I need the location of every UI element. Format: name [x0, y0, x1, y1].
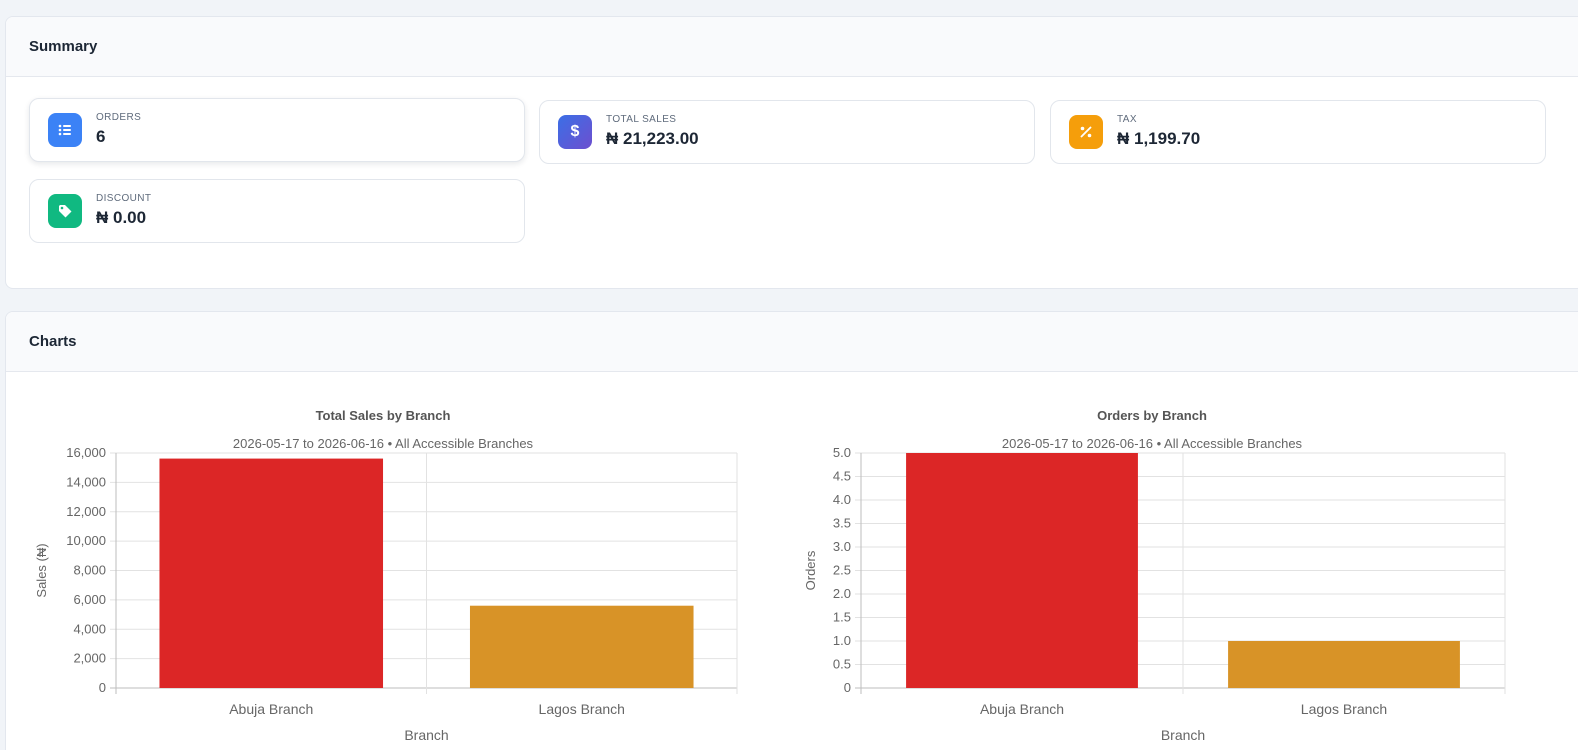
sales-chart-title: Total Sales by Branch [316, 408, 451, 423]
discount-label: DISCOUNT [96, 193, 152, 204]
orders-y-axis-title: Orders [803, 550, 818, 590]
sales-bar-abuja [159, 458, 384, 688]
sales-y-tick-label: 10,000 [66, 533, 106, 548]
sales-y-tick-label: 6,000 [73, 592, 106, 607]
tag-icon [48, 194, 82, 228]
orders-bar-abuja [906, 453, 1138, 688]
orders-value: 6 [96, 127, 106, 146]
discount-stat-card: DISCOUNT ₦ 0.00 [29, 179, 525, 243]
orders-x-axis-title: Branch [1161, 727, 1205, 743]
summary-title: Summary [6, 17, 1578, 77]
orders-bar-lagos [1228, 641, 1460, 688]
orders-x-tick-label: Abuja Branch [980, 701, 1064, 717]
orders-y-tick-label: 0.5 [833, 657, 851, 672]
sales-y-tick-label: 2,000 [73, 651, 106, 666]
sales-y-tick-label: 14,000 [66, 474, 106, 489]
total-sales-stat-card: $ TOTAL SALES ₦ 21,223.00 [539, 100, 1035, 164]
sales-y-tick-label: 16,000 [66, 445, 106, 460]
charts-title: Charts [6, 312, 1578, 372]
orders-y-tick-label: 2.0 [833, 586, 851, 601]
list-icon [48, 113, 82, 147]
tax-stat-card: TAX ₦ 1,199.70 [1050, 100, 1546, 164]
sales-y-tick-label: 0 [99, 680, 106, 695]
sales-x-axis-title: Branch [404, 727, 448, 743]
sales-y-axis-title: Sales (₦) [34, 543, 49, 597]
tax-value: ₦ 1,199.70 [1117, 129, 1201, 148]
orders-x-tick-label: Lagos Branch [1301, 701, 1387, 717]
orders-chart-subtitle: 2026-05-17 to 2026-06-16 • All Accessibl… [1002, 436, 1303, 451]
orders-y-tick-label: 1.0 [833, 633, 851, 648]
sales-bar-lagos [469, 605, 694, 688]
orders-chart-title: Orders by Branch [1097, 408, 1207, 423]
sales-x-tick-label: Lagos Branch [539, 701, 625, 717]
sales-y-tick-label: 8,000 [73, 563, 106, 578]
orders-y-tick-label: 4.0 [833, 492, 851, 507]
charts-card: Charts Total Sales by Branch 2026-05-17 t… [5, 311, 1578, 750]
sales-x-tick-label: Abuja Branch [229, 701, 313, 717]
tax-label: TAX [1117, 114, 1137, 125]
orders-label: ORDERS [96, 112, 142, 123]
orders-y-tick-label: 0 [844, 680, 851, 695]
sales-y-tick-label: 4,000 [73, 621, 106, 636]
summary-card: Summary ORDERS 6 $ TOTAL SALES ₦ 21,223.… [5, 16, 1578, 289]
orders-y-tick-label: 2.5 [833, 563, 851, 578]
orders-stat-card: ORDERS 6 [29, 98, 525, 162]
discount-value: ₦ 0.00 [96, 208, 147, 227]
orders-y-tick-label: 3.0 [833, 539, 851, 554]
orders-y-tick-label: 1.5 [833, 610, 851, 625]
sales-y-tick-label: 12,000 [66, 504, 106, 519]
dollar-icon: $ [558, 115, 592, 149]
percent-icon [1069, 115, 1103, 149]
charts-canvas: Total Sales by Branch 2026-05-17 to 2026-… [34, 408, 1506, 743]
total-sales-label: TOTAL SALES [606, 114, 677, 125]
orders-y-tick-label: 3.5 [833, 516, 851, 531]
orders-y-tick-label: 5.0 [833, 445, 851, 460]
orders-y-tick-label: 4.5 [833, 469, 851, 484]
total-sales-value: ₦ 21,223.00 [606, 129, 699, 148]
sales-chart-subtitle: 2026-05-17 to 2026-06-16 • All Accessibl… [233, 436, 534, 451]
